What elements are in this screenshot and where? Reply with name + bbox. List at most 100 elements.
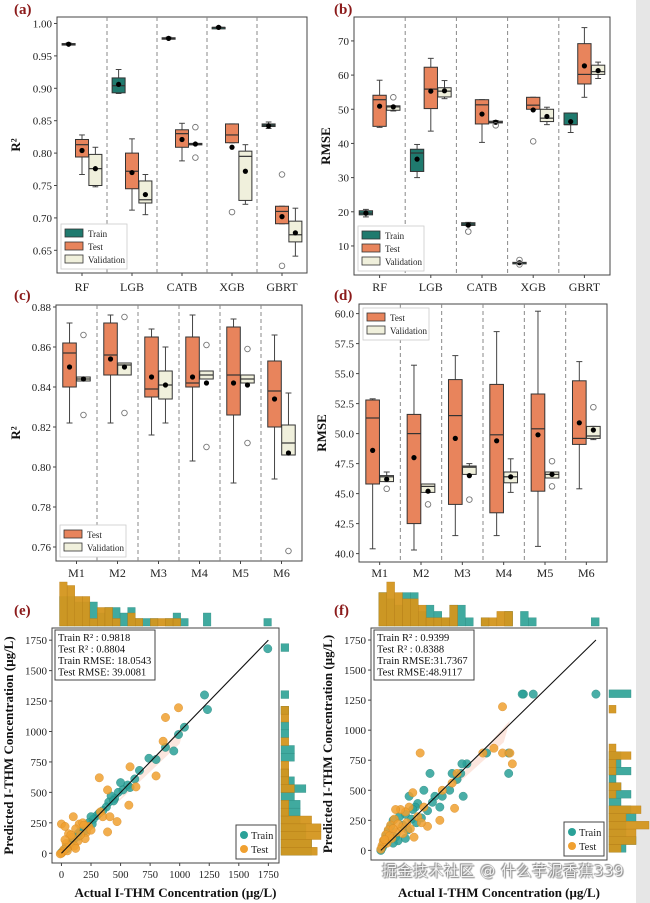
box-validation — [386, 94, 401, 112]
y-axis-label: Predicted I-THM Concentration (μg/L) — [1, 636, 16, 854]
scatter-point-train — [591, 689, 601, 699]
scatter-point-test — [161, 713, 170, 722]
mean-marker — [129, 169, 135, 176]
scatter-point-test — [71, 824, 81, 834]
panel-f: (f) 0 250 500 750 1000 1250 1500 1750 Actual I-TH… — [320, 581, 650, 900]
scatter-point-train — [428, 797, 437, 807]
outlier-point — [590, 403, 597, 411]
y-tick-label: 1250 — [25, 696, 48, 708]
scatter-point-test — [71, 843, 81, 853]
y-tick-label: 750 — [350, 755, 367, 767]
box-body — [406, 413, 422, 525]
box-test — [571, 361, 587, 490]
right-histogram-bar — [608, 821, 650, 830]
box-validation — [539, 106, 555, 126]
box-test — [267, 334, 282, 480]
metric-line: Test RMSE: 39.0081 — [58, 668, 146, 679]
y-tick-label: 40.0 — [335, 549, 355, 561]
scatter-point-test — [447, 778, 457, 788]
box-validation — [379, 471, 395, 493]
top-histogram-bar — [66, 585, 75, 627]
mean-marker — [189, 374, 196, 380]
outlier-point — [244, 439, 251, 447]
scatter-point-test — [103, 827, 113, 837]
x-tick-label: 1000 — [169, 870, 190, 881]
top-histogram-bar — [378, 592, 387, 627]
mean-marker — [162, 382, 169, 388]
right-histogram-bar — [280, 760, 289, 770]
right-histogram-bar — [280, 823, 322, 832]
box-test — [474, 99, 490, 143]
y-tick-label: 1750 — [344, 635, 367, 647]
scatter-point-train — [435, 802, 445, 812]
identity-line — [380, 639, 597, 851]
mean-marker — [576, 420, 582, 426]
scatter-point-train — [109, 796, 118, 806]
mean-marker — [244, 382, 251, 388]
top-histogram-bar — [135, 618, 144, 627]
mean-marker — [508, 474, 514, 480]
y-axis-label: RMSE — [314, 414, 329, 452]
box-validation — [281, 392, 296, 555]
outlier-point — [424, 501, 432, 508]
legend-label: Validation — [88, 255, 125, 265]
box-validation — [158, 346, 173, 424]
legend: Train Test Validation — [357, 225, 425, 272]
legend-frame — [563, 821, 605, 857]
scatter-point-test — [505, 748, 515, 758]
y-tick-label: 0 — [361, 845, 367, 857]
y-tick-label: 0.85 — [33, 116, 53, 128]
legend-swatch-test — [64, 241, 84, 251]
scatter-point-train — [457, 759, 467, 769]
scatter-point-test — [398, 829, 408, 839]
outlier-point — [121, 313, 128, 321]
top-histogram-bar — [591, 617, 600, 627]
mean-marker — [590, 427, 596, 433]
mean-marker — [581, 63, 588, 69]
box-test — [62, 322, 77, 424]
box-body — [238, 150, 253, 201]
right-histogram-bar — [280, 643, 289, 652]
right-histogram-bar — [280, 807, 289, 817]
legend-marker-test — [568, 842, 576, 850]
box-train — [512, 256, 527, 268]
box-test — [577, 27, 592, 98]
mean-marker — [107, 356, 114, 362]
y-tick-label: 45.0 — [335, 489, 355, 501]
legend-label: Test — [385, 244, 400, 254]
scatter-point-test — [125, 762, 135, 772]
outlier-point — [121, 409, 128, 417]
right-histogram-bar — [608, 774, 617, 783]
box-validation — [76, 331, 91, 419]
x-tick-label: CATB — [467, 280, 498, 294]
right-histogram-bar — [280, 737, 289, 746]
box-body — [144, 336, 159, 398]
top-histogram-bar — [203, 612, 212, 627]
y-tick-label: 0.90 — [33, 83, 53, 95]
box-test — [144, 328, 159, 436]
y-tick-label: 20 — [338, 207, 350, 219]
outlier-point — [516, 261, 523, 268]
mean-marker — [479, 111, 485, 117]
y-tick-label: 57.5 — [335, 339, 355, 351]
mean-marker — [425, 488, 431, 494]
panel-label: (d) — [334, 288, 352, 304]
legend: Test Validation — [59, 524, 127, 558]
y-tick-label: 1000 — [344, 725, 367, 737]
metrics-frame — [54, 629, 156, 681]
y-tick-label: 500 — [350, 785, 367, 797]
mean-marker — [116, 81, 122, 88]
scatter-point-train — [169, 746, 179, 756]
y-tick-label: 70 — [338, 36, 350, 48]
mean-marker — [465, 222, 471, 228]
top-histogram-bar — [89, 618, 98, 627]
x-tick-label: M6 — [273, 566, 290, 580]
mean-marker — [66, 41, 72, 47]
top-histogram-bar — [410, 598, 419, 627]
box-validation — [420, 483, 436, 508]
scatter-point-test — [112, 817, 122, 827]
legend-marker-test — [240, 845, 248, 853]
metric-line: Test R² : 0.8804 — [58, 645, 126, 656]
mean-marker — [568, 118, 574, 125]
